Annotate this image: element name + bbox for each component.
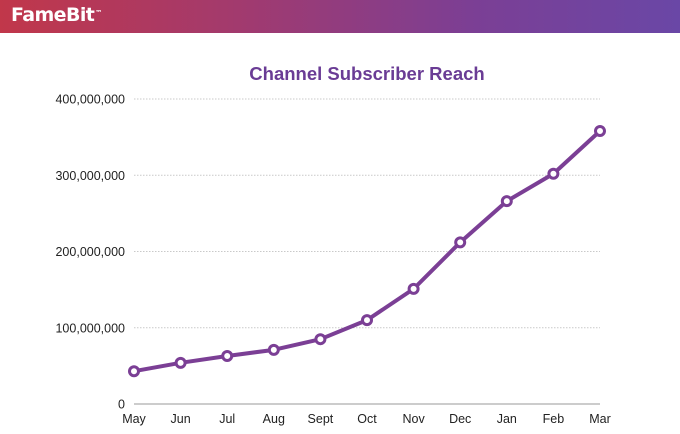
series-layer (128, 125, 606, 378)
data-point (454, 236, 467, 249)
data-point (500, 195, 513, 208)
data-point (267, 343, 280, 356)
data-point (594, 125, 606, 138)
x-tick-label: Nov (402, 412, 425, 426)
y-tick-label: 100,000,000 (55, 321, 125, 335)
x-tick-label: Jun (171, 412, 191, 426)
x-axis-ticks: May Jun Jul Aug Sept Oct Nov Dec Jan Feb Mar (122, 412, 611, 426)
x-tick-label: Mar (589, 412, 611, 426)
famebit-logo[interactable]: FameBit™ (11, 4, 102, 26)
x-tick-label: Oct (357, 412, 377, 426)
logo-trademark: ™ (95, 9, 103, 17)
x-tick-label: Dec (449, 412, 471, 426)
data-point (314, 333, 327, 346)
data-point (128, 365, 140, 378)
y-tick-label: 400,000,000 (55, 93, 125, 107)
y-axis-ticks: 0 100,000,000 200,000,000 300,000,000 400,00… (55, 93, 125, 412)
x-tick-label: Sept (308, 412, 334, 426)
x-tick-label: Jan (497, 412, 517, 426)
data-point (361, 314, 373, 327)
data-point (407, 282, 420, 295)
chart-title: Channel Subscriber Reach (249, 63, 484, 84)
x-tick-label: May (122, 412, 146, 426)
x-tick-label: Aug (263, 412, 285, 426)
y-tick-label: 0 (118, 398, 125, 412)
header-bar: FameBit™ (0, 0, 680, 33)
x-tick-label: Feb (543, 412, 565, 426)
data-point (174, 356, 187, 369)
x-tick-label: Jul (219, 412, 235, 426)
y-tick-label: 300,000,000 (55, 169, 125, 183)
grid-layer (134, 98, 600, 405)
data-point (221, 349, 234, 362)
data-point (547, 167, 560, 180)
logo-text: FameBit (11, 4, 95, 26)
y-tick-label: 200,000,000 (55, 245, 125, 259)
